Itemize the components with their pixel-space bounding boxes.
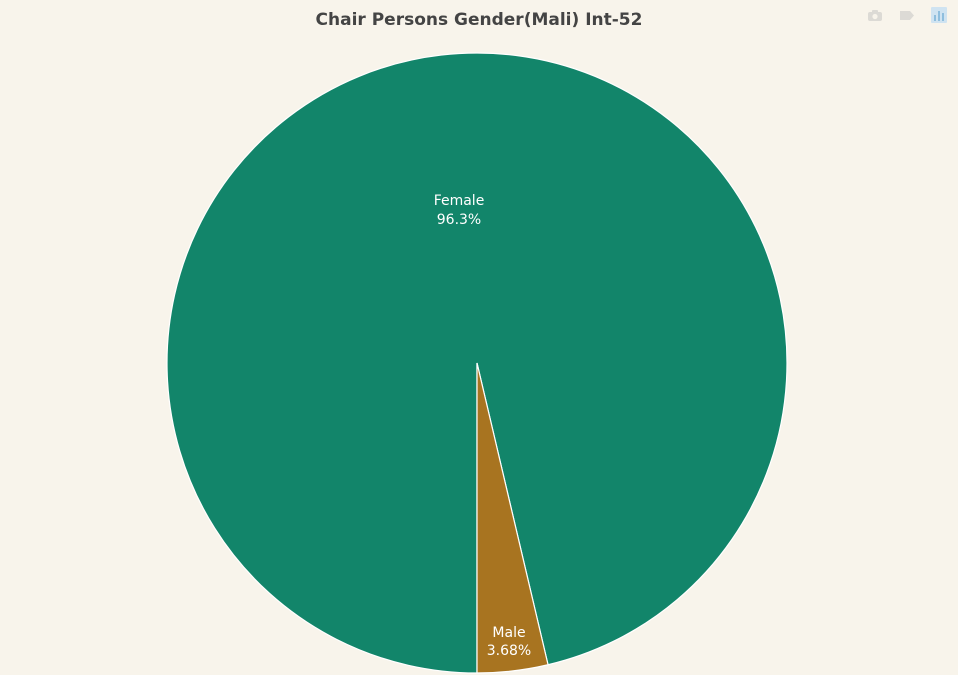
chart-title: Chair Persons Gender(Mali) Int-52 [315,10,643,30]
slice-label-male: Male [492,625,525,641]
slice-percent-female: 96.3% [437,212,481,228]
bar-chart-icon[interactable] [928,6,950,24]
pie-slice-male[interactable] [476,362,549,674]
camera-icon[interactable] [864,6,886,24]
modebar [864,6,950,24]
slice-percent-male: 3.68% [487,643,531,659]
tag-icon[interactable] [896,6,918,24]
slice-label-female: Female [434,193,485,209]
